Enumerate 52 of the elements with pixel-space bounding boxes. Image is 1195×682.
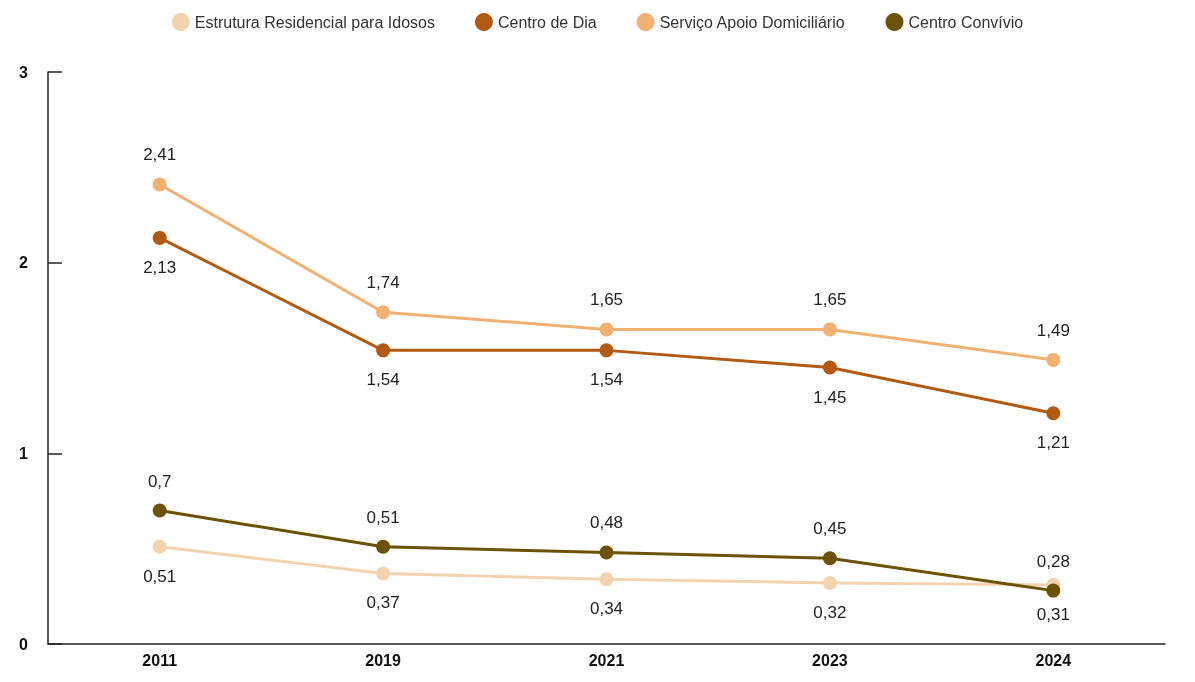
- data-label: 1,65: [589, 290, 624, 310]
- data-label: 2,41: [143, 145, 177, 165]
- point: [376, 539, 391, 554]
- data-label: 0,45: [813, 519, 847, 539]
- point: [376, 343, 391, 358]
- y-tick-label: 0: [19, 635, 29, 653]
- point: [152, 177, 167, 192]
- legend-label: Centro de Dia: [497, 13, 597, 31]
- data-label: 0,51: [143, 566, 177, 586]
- data-label: 0,34: [589, 599, 624, 619]
- legend-label: Centro Convívio: [908, 13, 1024, 31]
- point: [1046, 406, 1061, 421]
- point: [152, 503, 167, 518]
- point: [822, 322, 837, 337]
- point: [599, 322, 614, 337]
- data-label: 0,51: [366, 507, 400, 527]
- point: [376, 566, 391, 581]
- y-tick-label: 1: [19, 444, 29, 462]
- point: [1046, 352, 1061, 367]
- point: [1046, 583, 1061, 598]
- data-label: 2,13: [143, 257, 177, 277]
- data-label: 1,54: [366, 370, 400, 390]
- data-label: 0,28: [1036, 551, 1070, 571]
- data-label: 0,48: [589, 513, 624, 533]
- data-label: 1,21: [1036, 433, 1070, 453]
- data-label: 1,74: [366, 273, 400, 293]
- point: [822, 360, 837, 375]
- data-label: 1,65: [813, 290, 847, 310]
- x-tick-label: 2019: [365, 651, 401, 669]
- data-label: 0,7: [147, 471, 172, 491]
- legend-label: Serviço Apoio Domiciliário: [659, 13, 845, 31]
- point: [822, 551, 837, 566]
- legend-label: Estrutura Residencial para Idosos: [194, 13, 435, 31]
- data-label: 0,37: [366, 593, 400, 613]
- y-tick-label: 3: [19, 63, 29, 81]
- data-label: 0,32: [813, 602, 847, 622]
- data-label: 0,31: [1036, 604, 1070, 624]
- data-label: 1,49: [1036, 320, 1070, 340]
- point: [152, 539, 167, 554]
- point: [599, 572, 614, 587]
- data-label: 1,45: [813, 387, 847, 407]
- x-tick-label: 2011: [142, 651, 178, 669]
- point: [376, 305, 391, 320]
- x-tick-label: 2023: [812, 651, 848, 669]
- point: [599, 545, 614, 560]
- x-tick-label: 2021: [588, 651, 625, 669]
- x-tick-label: 2024: [1035, 651, 1072, 669]
- point: [822, 575, 837, 590]
- data-label: 1,54: [589, 370, 624, 390]
- y-tick-label: 2: [19, 254, 29, 272]
- point: [599, 343, 614, 358]
- point: [152, 230, 167, 245]
